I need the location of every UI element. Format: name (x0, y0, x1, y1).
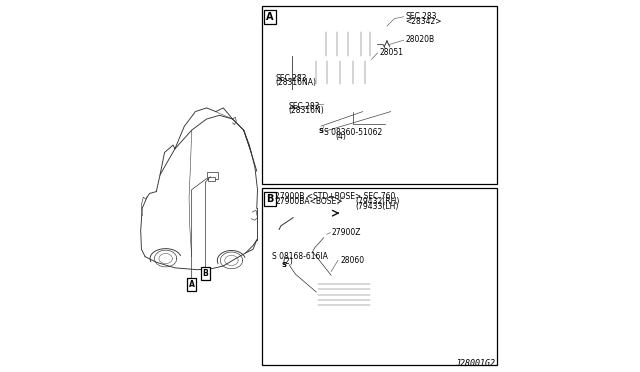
Text: (4): (4) (335, 132, 346, 141)
Circle shape (295, 64, 298, 67)
Text: S: S (282, 262, 287, 268)
Text: S 08168-616IA: S 08168-616IA (271, 252, 328, 261)
Text: A: A (266, 12, 273, 22)
Text: SEC.283: SEC.283 (289, 102, 320, 110)
Text: 27900B <STD+BOSE> SEC.760: 27900B <STD+BOSE> SEC.760 (275, 192, 396, 201)
Circle shape (321, 232, 326, 238)
Polygon shape (312, 309, 316, 315)
Polygon shape (372, 269, 380, 309)
Circle shape (285, 272, 291, 277)
Circle shape (295, 73, 298, 76)
Polygon shape (307, 54, 386, 61)
Text: SEC.283: SEC.283 (275, 74, 307, 83)
Polygon shape (353, 309, 358, 314)
Polygon shape (366, 309, 371, 314)
Polygon shape (353, 124, 363, 132)
Circle shape (276, 228, 281, 233)
Text: A: A (189, 280, 195, 289)
Polygon shape (293, 214, 302, 221)
Text: S: S (319, 128, 324, 134)
Text: (28316NA): (28316NA) (275, 78, 316, 87)
Polygon shape (378, 23, 389, 56)
Polygon shape (292, 56, 307, 89)
Bar (262, 188, 497, 365)
Bar (207, 172, 218, 179)
Text: B: B (202, 269, 208, 278)
Polygon shape (376, 54, 386, 84)
Text: 27900Z: 27900Z (331, 228, 361, 237)
Polygon shape (307, 61, 376, 84)
Text: SEC.283: SEC.283 (406, 12, 437, 21)
Circle shape (280, 260, 289, 270)
Polygon shape (316, 32, 378, 56)
Circle shape (316, 126, 326, 136)
Polygon shape (316, 23, 389, 32)
Polygon shape (316, 275, 372, 309)
Polygon shape (372, 309, 376, 315)
Text: 28020B: 28020B (406, 35, 435, 44)
Polygon shape (316, 269, 380, 275)
Text: 27900BA<BOSE>: 27900BA<BOSE> (275, 197, 343, 206)
Text: (2): (2) (283, 257, 294, 266)
Bar (262, 6, 497, 184)
Text: (79432(RH): (79432(RH) (355, 197, 400, 206)
Polygon shape (353, 86, 385, 112)
Text: 28051: 28051 (380, 48, 404, 57)
Polygon shape (353, 80, 394, 86)
Circle shape (383, 49, 388, 54)
Text: <28342>: <28342> (406, 17, 442, 26)
Circle shape (295, 82, 298, 85)
Text: B: B (266, 194, 273, 204)
Polygon shape (337, 309, 341, 314)
Text: (28316N): (28316N) (289, 106, 324, 115)
Polygon shape (319, 309, 324, 314)
Text: J28001G2: J28001G2 (456, 359, 495, 368)
Bar (209, 177, 215, 181)
Polygon shape (385, 80, 394, 112)
Text: (79433(LH): (79433(LH) (355, 202, 399, 211)
Text: S 08360-51062: S 08360-51062 (324, 128, 382, 137)
Text: 28060: 28060 (340, 256, 365, 265)
